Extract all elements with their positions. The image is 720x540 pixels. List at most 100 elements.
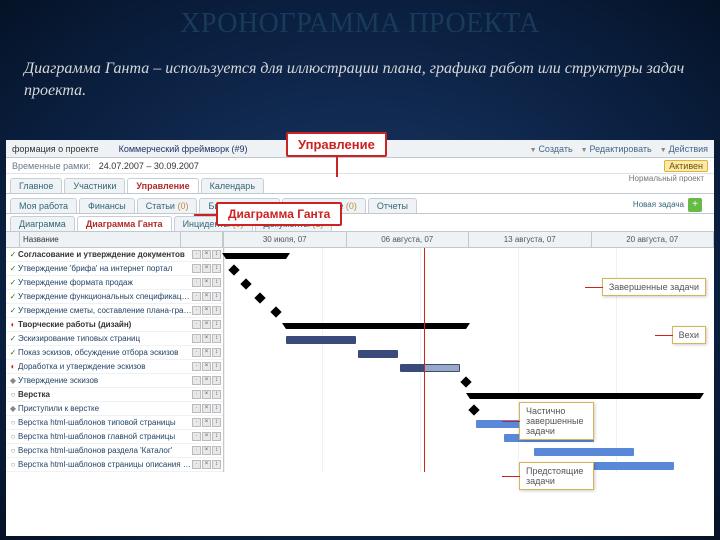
gantt-summary[interactable] <box>470 393 700 399</box>
edit-icon[interactable]: · <box>192 250 201 259</box>
delete-icon[interactable]: × <box>202 432 211 441</box>
move-icon[interactable]: ↕ <box>212 446 221 455</box>
task-row[interactable]: ✓Показ эскизов, обсуждение отбора эскизо… <box>6 346 223 360</box>
move-icon[interactable]: ↕ <box>212 460 221 469</box>
tab-финансы[interactable]: Финансы <box>79 198 135 213</box>
menu-edit[interactable]: Редактировать <box>581 144 652 154</box>
new-task-button[interactable]: + <box>688 198 702 212</box>
gantt-chart[interactable]: 30 июля, 0706 августа, 0713 августа, 072… <box>224 232 714 472</box>
move-icon[interactable]: ↕ <box>212 362 221 371</box>
task-row[interactable]: ○Верстка html-шаблонов главной страницы·… <box>6 430 223 444</box>
gantt-bar[interactable] <box>400 364 460 372</box>
tab-диаграмма ганта[interactable]: Диаграмма Ганта <box>77 216 172 231</box>
delete-icon[interactable]: × <box>202 306 211 315</box>
edit-icon[interactable]: · <box>192 390 201 399</box>
edit-icon[interactable]: · <box>192 306 201 315</box>
tab-главное[interactable]: Главное <box>10 178 62 193</box>
move-icon[interactable]: ↕ <box>212 432 221 441</box>
move-icon[interactable]: ↕ <box>212 306 221 315</box>
move-icon[interactable]: ↕ <box>212 404 221 413</box>
delete-icon[interactable]: × <box>202 418 211 427</box>
move-icon[interactable]: ↕ <box>212 278 221 287</box>
move-icon[interactable]: ↕ <box>212 264 221 273</box>
task-actions[interactable]: ·×↕ <box>192 376 221 385</box>
edit-icon[interactable]: · <box>192 446 201 455</box>
delete-icon[interactable]: × <box>202 376 211 385</box>
move-icon[interactable]: ↕ <box>212 334 221 343</box>
delete-icon[interactable]: × <box>202 446 211 455</box>
edit-icon[interactable]: · <box>192 404 201 413</box>
edit-icon[interactable]: · <box>192 348 201 357</box>
task-row[interactable]: ◐Творческие работы (дизайн)·×↕ <box>6 318 223 332</box>
task-actions[interactable]: ·×↕ <box>192 432 221 441</box>
tab-участники[interactable]: Участники <box>64 178 125 193</box>
new-task-label[interactable]: Новая задача <box>633 200 684 209</box>
task-actions[interactable]: ·×↕ <box>192 362 221 371</box>
edit-icon[interactable]: · <box>192 320 201 329</box>
task-actions[interactable]: ·×↕ <box>192 446 221 455</box>
move-icon[interactable]: ↕ <box>212 250 221 259</box>
task-actions[interactable]: ·×↕ <box>192 334 221 343</box>
project-name[interactable]: Коммерческий фреймворк (#9) <box>119 144 248 154</box>
edit-icon[interactable]: · <box>192 292 201 301</box>
tab-статьи[interactable]: Статьи (0) <box>137 198 198 213</box>
edit-icon[interactable]: · <box>192 432 201 441</box>
task-actions[interactable]: ·×↕ <box>192 264 221 273</box>
task-row[interactable]: ✓Утверждение 'брифа' на интернет портал·… <box>6 262 223 276</box>
task-row[interactable]: ○Верстка·×↕ <box>6 388 223 402</box>
edit-icon[interactable]: · <box>192 334 201 343</box>
gantt-bar[interactable] <box>534 448 634 456</box>
task-actions[interactable]: ·×↕ <box>192 278 221 287</box>
edit-icon[interactable]: · <box>192 460 201 469</box>
task-row[interactable]: ✓Эскизирование типовых страниц·×↕ <box>6 332 223 346</box>
delete-icon[interactable]: × <box>202 334 211 343</box>
move-icon[interactable]: ↕ <box>212 348 221 357</box>
gantt-bar[interactable] <box>358 350 398 358</box>
task-row[interactable]: ✓Согласование и утверждение документов·×… <box>6 248 223 262</box>
move-icon[interactable]: ↕ <box>212 390 221 399</box>
task-row[interactable]: ◆Приступили к верстке·×↕ <box>6 402 223 416</box>
task-actions[interactable]: ·×↕ <box>192 390 221 399</box>
task-actions[interactable]: ·×↕ <box>192 404 221 413</box>
task-actions[interactable]: ·×↕ <box>192 250 221 259</box>
task-row[interactable]: ✓Утверждение формата продаж·×↕ <box>6 276 223 290</box>
task-row[interactable]: ○Верстка html-шаблонов типовой страницы·… <box>6 416 223 430</box>
delete-icon[interactable]: × <box>202 390 211 399</box>
move-icon[interactable]: ↕ <box>212 418 221 427</box>
task-actions[interactable]: ·×↕ <box>192 306 221 315</box>
move-icon[interactable]: ↕ <box>212 320 221 329</box>
task-row[interactable]: ✓Утверждение сметы, составление плана-гр… <box>6 304 223 318</box>
menu-create[interactable]: Создать <box>530 144 573 154</box>
tab-управление[interactable]: Управление <box>127 178 198 193</box>
col-name[interactable]: Название <box>20 232 181 247</box>
tab-моя работа[interactable]: Моя работа <box>10 198 77 213</box>
task-row[interactable]: ◐Доработка и утверждение эскизов·×↕ <box>6 360 223 374</box>
delete-icon[interactable]: × <box>202 292 211 301</box>
task-actions[interactable]: ·×↕ <box>192 292 221 301</box>
task-actions[interactable]: ·×↕ <box>192 418 221 427</box>
delete-icon[interactable]: × <box>202 362 211 371</box>
menu-actions[interactable]: Действия <box>660 144 708 154</box>
edit-icon[interactable]: · <box>192 362 201 371</box>
gantt-bar[interactable] <box>286 336 356 344</box>
gantt-summary[interactable] <box>226 253 286 259</box>
edit-icon[interactable]: · <box>192 264 201 273</box>
task-actions[interactable]: ·×↕ <box>192 320 221 329</box>
edit-icon[interactable]: · <box>192 376 201 385</box>
delete-icon[interactable]: × <box>202 320 211 329</box>
task-row[interactable]: ✓Утверждение функциональных спецификаций… <box>6 290 223 304</box>
task-row[interactable]: ◆Утверждение эскизов·×↕ <box>6 374 223 388</box>
delete-icon[interactable]: × <box>202 250 211 259</box>
edit-icon[interactable]: · <box>192 278 201 287</box>
tab-отчеты[interactable]: Отчеты <box>368 198 417 213</box>
task-actions[interactable]: ·×↕ <box>192 460 221 469</box>
move-icon[interactable]: ↕ <box>212 292 221 301</box>
task-row[interactable]: ○Верстка html-шаблонов страницы описания… <box>6 458 223 472</box>
gantt-summary[interactable] <box>286 323 466 329</box>
tab-диаграмма[interactable]: Диаграмма <box>10 216 75 231</box>
delete-icon[interactable]: × <box>202 278 211 287</box>
edit-icon[interactable]: · <box>192 418 201 427</box>
task-actions[interactable]: ·×↕ <box>192 348 221 357</box>
delete-icon[interactable]: × <box>202 404 211 413</box>
delete-icon[interactable]: × <box>202 460 211 469</box>
